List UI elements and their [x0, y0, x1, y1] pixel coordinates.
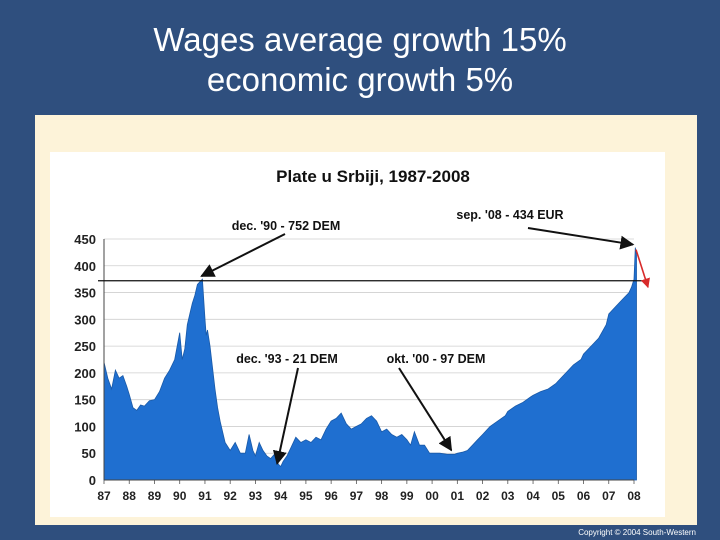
chart-title: Plate u Srbiji, 1987-2008 — [276, 167, 470, 186]
annotation-arrow — [527, 227, 635, 250]
x-tick-label: 95 — [299, 489, 313, 503]
x-tick-label: 03 — [501, 489, 515, 503]
annotation-arrow — [272, 367, 299, 465]
x-tick-label: 05 — [552, 489, 566, 503]
y-tick-label: 400 — [74, 259, 96, 274]
x-tick-label: 87 — [97, 489, 111, 503]
y-tick-label: 450 — [74, 232, 96, 247]
x-tick-label: 96 — [324, 489, 338, 503]
decline-arrow — [635, 249, 650, 289]
copyright-notice: Copyright © 2004 South-Western — [578, 528, 696, 537]
annotation-label: okt. '00 - 97 DEM — [387, 352, 486, 366]
wage-chart: Plate u Srbiji, 1987-2008050100150200250… — [74, 167, 650, 503]
x-tick-label: 06 — [577, 489, 591, 503]
x-tick-label: 00 — [425, 489, 439, 503]
y-tick-label: 0 — [89, 473, 96, 488]
x-tick-label: 89 — [148, 489, 162, 503]
x-tick-label: 94 — [274, 489, 288, 503]
x-tick-label: 02 — [476, 489, 490, 503]
chart-panel: Plate u Srbiji, 1987-2008 0 50 100 150 200 250… — [50, 152, 665, 517]
slide-title-line1: Wages average growth 15% — [153, 21, 567, 58]
y-tick-label: 100 — [74, 419, 96, 434]
slide-title-line2: economic growth 5% — [206, 61, 514, 98]
wage-area-series — [103, 247, 637, 481]
x-tick-label: 91 — [198, 489, 212, 503]
annotation-label: dec. '93 - 21 DEM — [236, 352, 338, 366]
x-tick-label: 01 — [451, 489, 465, 503]
y-tick-label: 250 — [74, 339, 96, 354]
annotation-arrow — [398, 367, 453, 452]
x-tick-label: 99 — [400, 489, 414, 503]
y-tick-label: 300 — [74, 312, 96, 327]
slide-title: Wages average growth 15% economic growth… — [0, 20, 720, 100]
x-tick-label: 98 — [375, 489, 389, 503]
y-tick-label: 150 — [74, 393, 96, 408]
x-tick-label: 88 — [123, 489, 137, 503]
annotation-arrow — [200, 233, 286, 278]
x-tick-label: 90 — [173, 489, 187, 503]
x-tick-label: 08 — [627, 489, 641, 503]
y-tick-label: 350 — [74, 286, 96, 301]
x-tick-label: 04 — [526, 489, 540, 503]
annotation-label: dec. '90 - 752 DEM — [232, 219, 341, 233]
x-tick-label: 97 — [350, 489, 364, 503]
annotation-label: sep. '08 - 434 EUR — [456, 208, 563, 222]
x-tick-label: 07 — [602, 489, 616, 503]
y-tick-label: 50 — [82, 446, 96, 461]
x-tick-label: 93 — [249, 489, 263, 503]
x-tick-label: 92 — [224, 489, 238, 503]
y-tick-label: 200 — [74, 366, 96, 381]
